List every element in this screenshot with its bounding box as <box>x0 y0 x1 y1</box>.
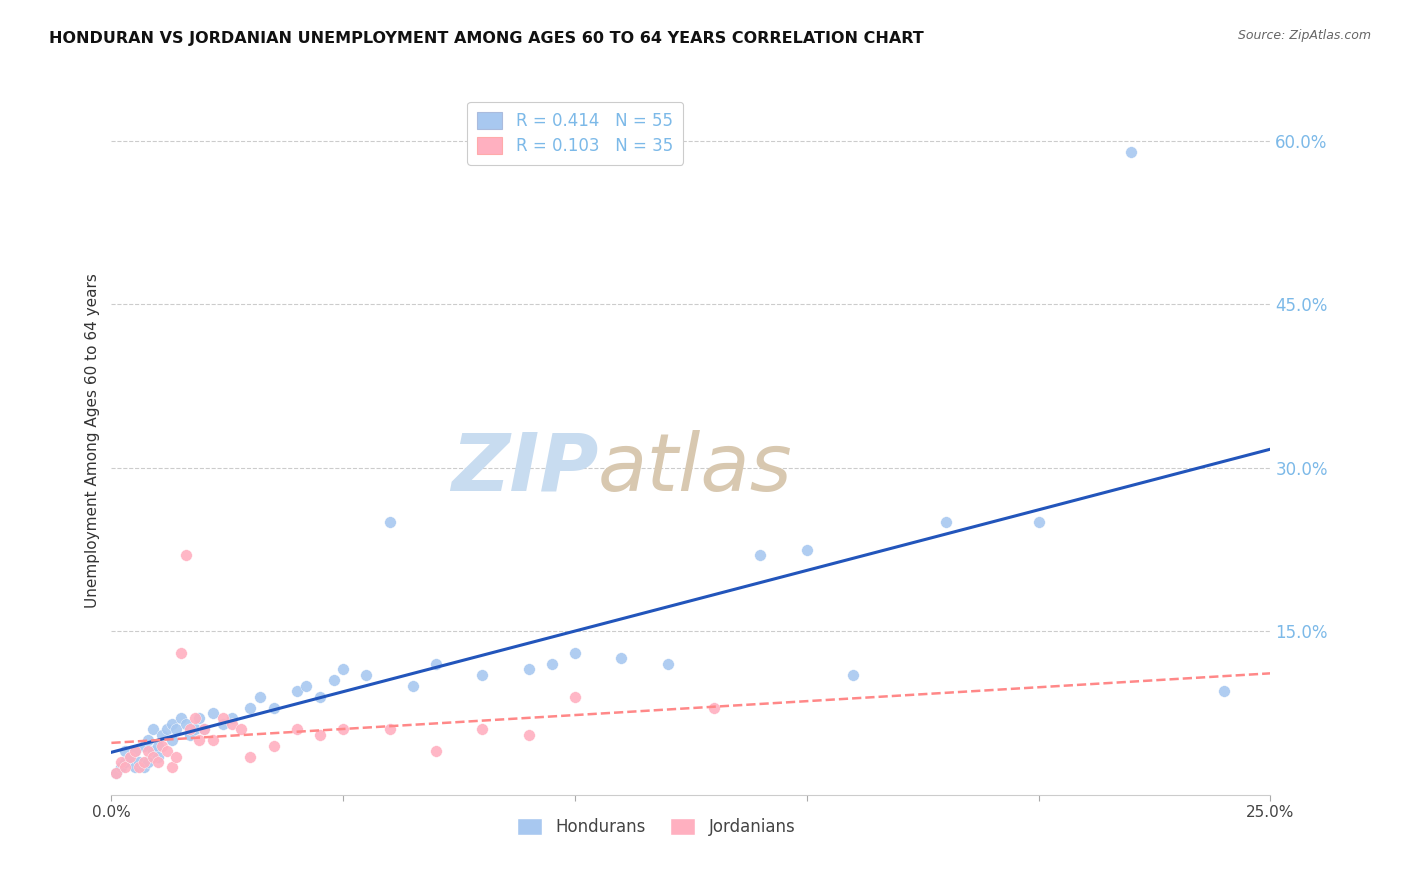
Point <box>231 723 253 737</box>
Point <box>132 739 155 753</box>
Point <box>517 662 540 676</box>
Point <box>138 744 160 758</box>
Point <box>378 515 401 529</box>
Point <box>110 755 132 769</box>
Point <box>124 760 146 774</box>
Point <box>128 760 150 774</box>
Point <box>1028 515 1050 529</box>
Point <box>142 749 165 764</box>
Point <box>184 711 207 725</box>
Point <box>124 744 146 758</box>
Point <box>239 700 262 714</box>
Point <box>1121 145 1143 159</box>
Point <box>138 755 160 769</box>
Point <box>285 684 308 698</box>
Point <box>160 760 183 774</box>
Point <box>193 723 215 737</box>
Point <box>179 723 201 737</box>
Point <box>179 728 201 742</box>
Point <box>657 657 679 671</box>
Point <box>471 668 494 682</box>
Text: HONDURAN VS JORDANIAN UNEMPLOYMENT AMONG AGES 60 TO 64 YEARS CORRELATION CHART: HONDURAN VS JORDANIAN UNEMPLOYMENT AMONG… <box>49 31 924 46</box>
Point <box>796 542 818 557</box>
Point <box>170 646 193 660</box>
Point <box>211 717 233 731</box>
Point <box>138 733 160 747</box>
Point <box>146 739 169 753</box>
Point <box>425 657 447 671</box>
Point <box>105 765 128 780</box>
Point <box>332 662 354 676</box>
Point <box>188 733 211 747</box>
Point <box>356 668 378 682</box>
Point <box>221 717 243 731</box>
Point <box>402 679 425 693</box>
Point <box>749 548 772 562</box>
Point <box>309 728 332 742</box>
Point <box>703 700 725 714</box>
Point <box>110 760 132 774</box>
Text: ZIP: ZIP <box>451 430 598 508</box>
Point <box>263 739 285 753</box>
Point <box>221 711 243 725</box>
Point <box>165 749 187 764</box>
Point <box>540 657 562 671</box>
Point <box>425 744 447 758</box>
Point <box>132 755 155 769</box>
Point <box>202 733 225 747</box>
Point <box>146 755 169 769</box>
Point <box>193 723 215 737</box>
Text: atlas: atlas <box>598 430 793 508</box>
Point <box>105 765 128 780</box>
Point <box>142 723 165 737</box>
Point <box>174 548 197 562</box>
Point <box>188 711 211 725</box>
Point <box>114 744 136 758</box>
Point <box>156 744 179 758</box>
Point <box>128 755 150 769</box>
Point <box>132 760 155 774</box>
Point <box>239 749 262 764</box>
Point <box>160 717 183 731</box>
Point <box>114 755 136 769</box>
Point <box>152 728 174 742</box>
Point <box>323 673 346 688</box>
Point <box>285 723 308 737</box>
Point <box>378 723 401 737</box>
Point <box>170 711 193 725</box>
Point <box>935 515 957 529</box>
Point <box>114 760 136 774</box>
Text: Source: ZipAtlas.com: Source: ZipAtlas.com <box>1237 29 1371 42</box>
Point <box>152 739 174 753</box>
Point <box>124 744 146 758</box>
Point <box>517 728 540 742</box>
Point <box>211 711 233 725</box>
Point <box>249 690 271 704</box>
Point <box>165 723 187 737</box>
Point <box>332 723 354 737</box>
Point <box>295 679 318 693</box>
Y-axis label: Unemployment Among Ages 60 to 64 years: Unemployment Among Ages 60 to 64 years <box>86 273 100 608</box>
Point <box>174 717 197 731</box>
Point <box>118 749 141 764</box>
Point <box>146 749 169 764</box>
Legend: Hondurans, Jordanians: Hondurans, Jordanians <box>510 812 803 843</box>
Point <box>263 700 285 714</box>
Point <box>184 723 207 737</box>
Point <box>118 749 141 764</box>
Point <box>142 744 165 758</box>
Point <box>564 690 586 704</box>
Point <box>842 668 865 682</box>
Point <box>156 723 179 737</box>
Point <box>1213 684 1236 698</box>
Point <box>564 646 586 660</box>
Point <box>309 690 332 704</box>
Point <box>160 733 183 747</box>
Point <box>202 706 225 720</box>
Point <box>610 651 633 665</box>
Point <box>471 723 494 737</box>
